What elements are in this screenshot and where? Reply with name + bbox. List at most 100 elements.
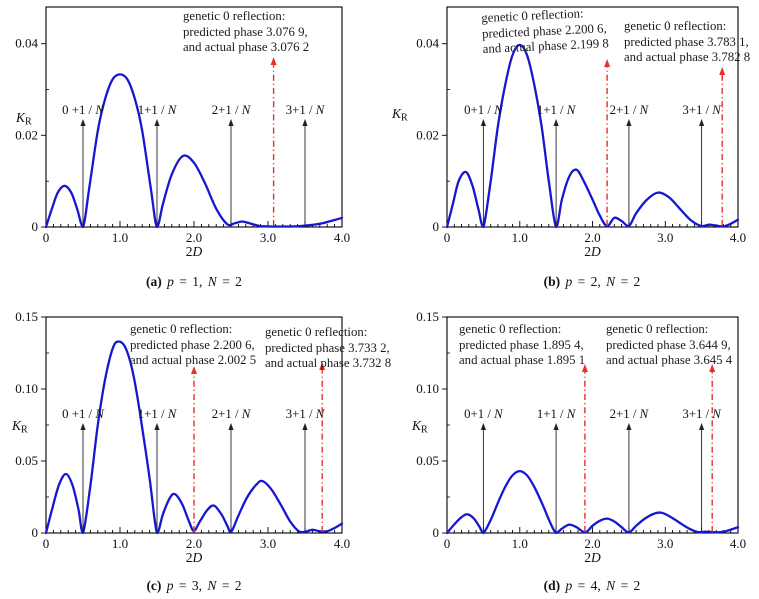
y-tick-label: 0.05 xyxy=(15,453,38,468)
x-tick-label: 2.0 xyxy=(584,230,600,245)
annotation-line: genetic 0 reflection: xyxy=(606,322,709,336)
annotation-line: predicted phase 3.783 1, xyxy=(624,34,749,49)
marker-arrowhead-icon xyxy=(553,423,559,430)
caption-value: = 2, xyxy=(577,274,601,289)
marker-arrowhead-icon xyxy=(228,423,234,430)
marker-arrowhead-icon xyxy=(302,423,308,430)
caption-var-p: p xyxy=(565,578,573,593)
marker-arrowhead-icon xyxy=(699,423,705,430)
x-tick-label: 3.0 xyxy=(657,536,673,551)
marker-arrow-label: 2+1 / N xyxy=(212,103,252,117)
annotation-line: predicted phase 3.733 2, xyxy=(265,340,390,355)
x-tick-label: 4.0 xyxy=(730,536,746,551)
caption-value: = 2 xyxy=(221,578,242,593)
marker-arrowhead-icon xyxy=(553,119,559,126)
caption-index: (d) xyxy=(543,578,561,593)
caption-var-n: N xyxy=(606,578,616,593)
annotation-d-reflection-right: genetic 0 reflection: predicted phase 3.… xyxy=(606,322,732,369)
marker-arrow-label: 0 +1 / N xyxy=(62,407,105,421)
y-axis-label: KR xyxy=(391,106,408,124)
annotation-line: and actual phase 1.895 1 xyxy=(459,353,586,368)
x-tick-label: 3.0 xyxy=(657,230,673,245)
caption-value: = 3, xyxy=(178,578,203,593)
y-tick-label: 0.04 xyxy=(416,36,439,51)
caption-var-n: N xyxy=(207,274,217,289)
annotation-d-reflection-left: genetic 0 reflection: predicted phase 1.… xyxy=(459,322,585,369)
annotation-line: and actual phase 3.782 8 xyxy=(624,50,751,65)
x-tick-label: 0 xyxy=(444,230,451,245)
y-tick-label: 0.05 xyxy=(416,453,439,468)
reflection-curve xyxy=(44,340,344,535)
y-tick-label: 0 xyxy=(32,219,39,234)
x-tick-label: 2.0 xyxy=(584,536,600,551)
caption-panel-b: (b) p = 2, N = 2 xyxy=(472,274,712,290)
y-tick-label: 0.10 xyxy=(15,381,38,396)
x-tick-label: 0 xyxy=(43,536,50,551)
x-tick-label: 1.0 xyxy=(112,536,128,551)
marker-arrow-label: 1+1 / N xyxy=(138,103,178,117)
caption-var-p: p xyxy=(166,578,174,593)
caption-panel-d: (d) p = 4, N = 2 xyxy=(472,578,712,594)
x-tick-label: 3.0 xyxy=(260,536,276,551)
annotation-line: and actual phase 3.076 2 xyxy=(183,40,310,55)
annotation-c-reflection-left: genetic 0 reflection: predicted phase 2.… xyxy=(130,322,256,369)
phase-arrowhead-icon xyxy=(191,366,197,374)
annotation-line: predicted phase 3.076 9, xyxy=(183,24,308,39)
marker-arrow-label: 2+1 / N xyxy=(610,103,650,117)
marker-arrow-label: 1+1 / N xyxy=(537,103,577,117)
marker-arrowhead-icon xyxy=(302,119,308,126)
panel-a-chart: 0 1.0 2.0 3.0 4.0 2D 0 0.02 0.04 KR 0 +1 / N 1+1 / … xyxy=(15,6,350,259)
x-tick-label: 4.0 xyxy=(730,230,746,245)
x-tick-label: 1.0 xyxy=(512,230,528,245)
x-tick-label: 4.0 xyxy=(334,536,350,551)
annotation-line: and actual phase 3.645 4 xyxy=(606,353,733,368)
panel-d-chart: 0 1.0 2.0 3.0 4.0 2D 0 0.05 0.10 0.15 KR 0+1 / N 1+1… xyxy=(411,309,746,565)
caption-value: = 2 xyxy=(222,274,242,289)
marker-arrowhead-icon xyxy=(80,119,86,126)
annotation-line: and actual phase 3.732 8 xyxy=(265,356,392,371)
x-tick-label: 3.0 xyxy=(260,230,276,245)
annotation-line: genetic 0 reflection: xyxy=(624,19,727,33)
marker-arrowhead-icon xyxy=(699,119,705,126)
marker-arrowhead-icon xyxy=(80,423,86,430)
phase-arrowhead-icon xyxy=(581,364,588,372)
marker-arrow-label: 0+1 / N xyxy=(464,103,504,117)
x-tick-label: 1.0 xyxy=(512,536,528,551)
phase-arrowhead-icon xyxy=(604,59,611,67)
marker-arrowhead-icon xyxy=(154,423,160,430)
caption-var-n: N xyxy=(606,274,616,289)
annotation-line: genetic 0 reflection: xyxy=(183,9,286,23)
y-tick-label: 0.15 xyxy=(416,309,439,324)
marker-arrow-label: 3+1 / N xyxy=(682,407,722,421)
y-tick-label: 0.02 xyxy=(15,127,38,142)
marker-arrowhead-icon xyxy=(480,423,486,430)
annotation-b-reflection-left: genetic 0 reflection: predicted phase 2.… xyxy=(481,5,609,57)
caption-var-n: N xyxy=(207,578,217,593)
annotation-line: predicted phase 2.200 6, xyxy=(130,337,255,352)
annotation-line: genetic 0 reflection: xyxy=(265,325,368,339)
x-tick-label: 0 xyxy=(43,230,50,245)
phase-arrowhead-icon xyxy=(319,362,326,370)
y-tick-label: 0 xyxy=(433,525,440,540)
marker-arrow-label: 0+1 / N xyxy=(464,407,504,421)
x-axis-label: 2D xyxy=(584,550,601,565)
y-axis-label: KR xyxy=(411,418,428,436)
phase-arrowhead-icon xyxy=(719,67,726,75)
annotation-line: predicted phase 1.895 4, xyxy=(459,337,584,352)
marker-arrow-label: 3+1 / N xyxy=(286,407,326,421)
x-tick-label: 2.0 xyxy=(186,230,202,245)
x-axis-label: 2D xyxy=(584,244,601,259)
reflection-curve xyxy=(445,43,740,229)
marker-arrow-label: 3+1 / N xyxy=(286,103,326,117)
caption-index: (a) xyxy=(146,274,162,289)
annotation-b-reflection-right: genetic 0 reflection: predicted phase 3.… xyxy=(624,19,750,66)
caption-value: = 2 xyxy=(620,578,641,593)
x-axis-label: 2D xyxy=(186,244,203,259)
annotation-a-reflection: genetic 0 reflection: predicted phase 3.… xyxy=(183,9,309,56)
marker-arrowhead-icon xyxy=(154,119,160,126)
marker-arrow-label: 1+1 / N xyxy=(537,407,577,421)
caption-panel-a: (a) p = 1, N = 2 xyxy=(74,274,314,290)
caption-index: (b) xyxy=(543,274,561,289)
caption-var-p: p xyxy=(167,274,174,289)
